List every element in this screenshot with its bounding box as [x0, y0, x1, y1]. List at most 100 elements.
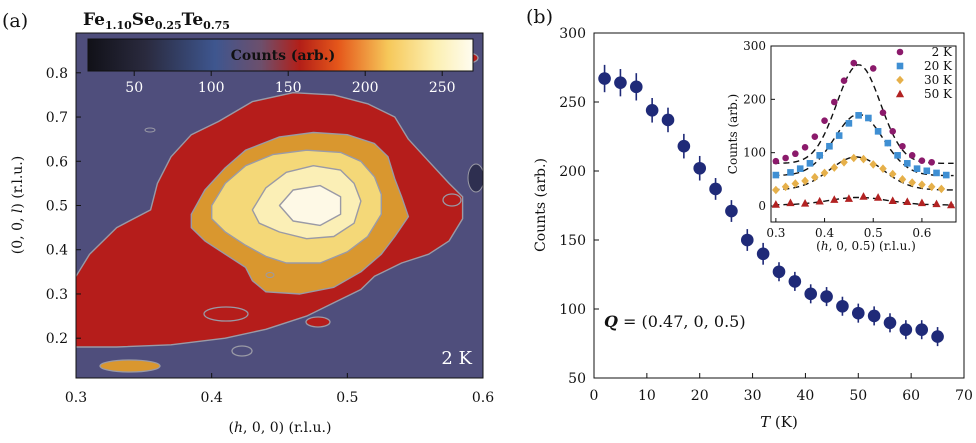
panel-a-label: (a) — [2, 10, 28, 32]
x-tick-label: 0.3 — [65, 390, 87, 406]
b-x-tick-label: 40 — [797, 388, 815, 404]
y-tick-label: 0.7 — [46, 110, 68, 126]
colorbar-gradient — [87, 38, 474, 72]
legend-marker — [896, 75, 904, 85]
fit-curve — [773, 156, 954, 191]
inset-data-point — [942, 171, 950, 179]
y-tick-label: 0.8 — [46, 66, 68, 82]
inset-data-point — [786, 198, 795, 207]
inset-data-point — [923, 167, 931, 175]
q-annotation-var: Q — [604, 312, 618, 331]
inset-data-point — [898, 175, 907, 184]
xlabel-post: , 0, 0) (r.l.u.) — [243, 420, 331, 436]
inset-data-point — [816, 152, 823, 159]
b-x-tick-label: 60 — [902, 388, 920, 404]
inset-x-tick-label: 0.3 — [766, 226, 785, 240]
inset-data-point — [894, 152, 901, 159]
legend-label: 30 K — [924, 73, 953, 87]
contour-blob — [144, 127, 156, 133]
inset-data-point — [781, 182, 790, 192]
main-scatter-plot: 0 10 20 30 40 50 60 70 50 100 150 200 250 300 Q = (0.… — [559, 26, 973, 404]
inset-data-point — [791, 179, 800, 188]
inset-x-tick-label: 0.4 — [815, 226, 834, 240]
b-y-tick-label: 150 — [559, 233, 586, 249]
inset-data-point — [918, 157, 926, 164]
inset-data-point — [904, 160, 911, 167]
b-y-tick-label: 200 — [559, 164, 586, 180]
title-te-sub: 0.75 — [203, 19, 230, 32]
legend-marker — [896, 48, 904, 56]
inset-data-point — [830, 98, 838, 106]
inset-ylabel: Counts (arb.) — [726, 94, 740, 174]
y-tick-label: 0.3 — [46, 287, 68, 303]
inset-y-tick-label: 300 — [743, 39, 766, 53]
inset-data-point — [840, 157, 848, 167]
inset-data-point — [927, 182, 936, 192]
title-fe-sub: 1.10 — [105, 19, 132, 32]
title-te: Te — [182, 10, 204, 30]
data-point — [931, 330, 944, 343]
y-tick-label: 0.2 — [46, 331, 68, 347]
xlabel-pre: ( — [229, 420, 234, 436]
data-point — [725, 204, 738, 218]
b-x-tick-label: 50 — [849, 388, 867, 404]
x-tick-label: 0.4 — [201, 390, 223, 406]
title-se-sub: 0.25 — [155, 19, 182, 32]
y-tick-label: 0.6 — [46, 154, 68, 170]
inset-data-point — [821, 117, 828, 124]
b-x-tick-label: 0 — [590, 388, 599, 404]
inset-data-point — [845, 120, 853, 127]
contour-blob — [265, 272, 275, 278]
main-plot-frame — [593, 32, 965, 379]
ylabel-pre: (0, 0, — [10, 213, 26, 254]
inset-plot: 0.3 0.4 0.5 0.6 0 100 200 300 2 K20 K30 K50 K C… — [726, 39, 957, 253]
x-tick-label: 0.5 — [336, 390, 358, 406]
panel-a-xlabel: (h, 0, 0) (r.l.u.) — [229, 420, 332, 436]
inset-data-point — [903, 197, 912, 206]
legend-label: 50 K — [924, 87, 953, 101]
inset-data-point — [879, 164, 887, 173]
data-point — [677, 139, 691, 153]
y-tick-label: 0.5 — [46, 199, 68, 215]
legend-marker — [895, 89, 905, 98]
inset-data-point — [865, 114, 872, 122]
inset-data-point — [820, 168, 829, 178]
colorbar-tick-label: 250 — [429, 80, 456, 96]
inset-data-point — [932, 199, 941, 208]
inset-data-point — [849, 153, 858, 163]
data-point — [661, 113, 675, 127]
b-y-tick-label: 100 — [559, 302, 586, 318]
inset-data-point — [787, 169, 794, 176]
inset-data-point — [811, 133, 819, 140]
heatmap-plot: 0.3 0.4 0.5 0.6 0.2 0.3 0.4 0.5 0.6 0.7 0.8 Counts… — [46, 32, 494, 406]
inset-data-point — [947, 200, 956, 209]
data-point — [899, 323, 913, 337]
b-x-tick-label: 30 — [744, 388, 762, 404]
legend-label: 2 K — [932, 45, 953, 59]
legend-marker — [896, 62, 904, 70]
inset-xlabel: (h, 0, 0.5) (r.l.u.) — [816, 239, 916, 253]
inset-data-point — [913, 165, 921, 172]
colorbar: Counts (arb.) 50 100 150 200 250 — [87, 38, 474, 96]
data-point — [598, 72, 611, 85]
inset-data-point — [888, 169, 897, 179]
inset-data-point — [928, 158, 935, 166]
colorbar-tick-label: 200 — [352, 80, 379, 96]
inset-data-point — [782, 154, 789, 162]
inset-data-point — [859, 192, 868, 200]
b-y-tick-label: 50 — [568, 371, 586, 387]
inset-xlabel-post: , 0, 0.5) (r.l.u.) — [829, 239, 916, 253]
inset-data-point — [815, 196, 824, 205]
contour-blob — [99, 359, 161, 373]
data-point — [645, 103, 659, 117]
inset-xlabel-var: h — [821, 239, 829, 253]
b-x-tick-label: 20 — [691, 388, 709, 404]
data-point — [820, 290, 833, 303]
data-point — [915, 323, 929, 337]
inset-data-point — [772, 157, 780, 165]
inset-data-point — [840, 77, 848, 84]
b-xlabel-var: T — [760, 413, 771, 431]
inset-data-point — [850, 59, 858, 67]
inset-data-point — [874, 193, 883, 201]
inset-data-point — [801, 176, 809, 186]
